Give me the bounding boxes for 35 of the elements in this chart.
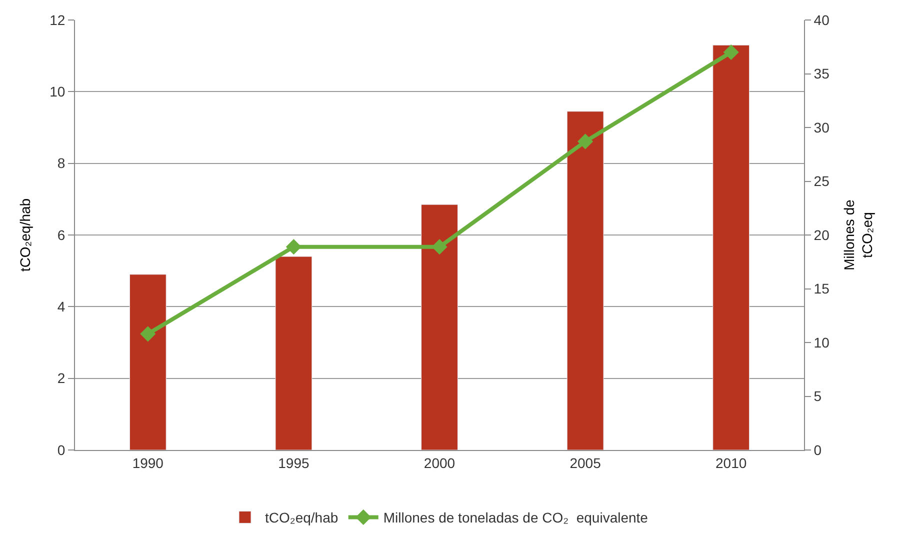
x-tick-label: 1995 — [278, 454, 310, 471]
y2-tick-label: 0 — [814, 442, 822, 458]
point — [140, 326, 156, 342]
y2-tick-label: 5 — [814, 388, 822, 404]
bar — [421, 204, 458, 450]
bar — [275, 256, 312, 450]
y2-tick-label: 25 — [814, 173, 830, 190]
legend-label: Millones de toneladas de CO₂ equivalente — [383, 510, 648, 526]
x-tick-label: 1990 — [132, 454, 164, 471]
y-tick-label: 4 — [57, 298, 66, 315]
x-tick-label: 2010 — [716, 454, 747, 471]
point — [286, 239, 302, 255]
x-tick-label: 2005 — [570, 454, 602, 471]
y2-tick-label: 30 — [814, 119, 830, 136]
y2-tick-label: 35 — [814, 66, 830, 82]
x-tick-label: 2000 — [424, 454, 456, 471]
bar — [129, 274, 166, 450]
y2-tick-label: 10 — [814, 334, 830, 350]
y2-tick-label: 15 — [814, 280, 830, 297]
y2-tick-label: 20 — [814, 226, 830, 243]
y-axis-title: tCO₂eq/hab — [17, 198, 34, 272]
legend-label: tCO₂eq/hab — [265, 510, 338, 526]
point — [723, 44, 739, 60]
point — [578, 134, 594, 150]
y-tick-label: 6 — [57, 226, 66, 243]
y-tick-label: 12 — [50, 12, 66, 28]
y2-tick-label: 40 — [814, 12, 830, 28]
y-tick-label: 10 — [50, 84, 66, 100]
y-tick-label: 2 — [57, 370, 66, 386]
point — [432, 239, 448, 255]
y-tick-label: 0 — [57, 442, 66, 458]
bar — [712, 44, 750, 450]
y-tick-label: 8 — [57, 155, 66, 172]
bar — [566, 111, 604, 450]
y2-axis-title: Millones de tCO₂eq — [840, 199, 876, 270]
